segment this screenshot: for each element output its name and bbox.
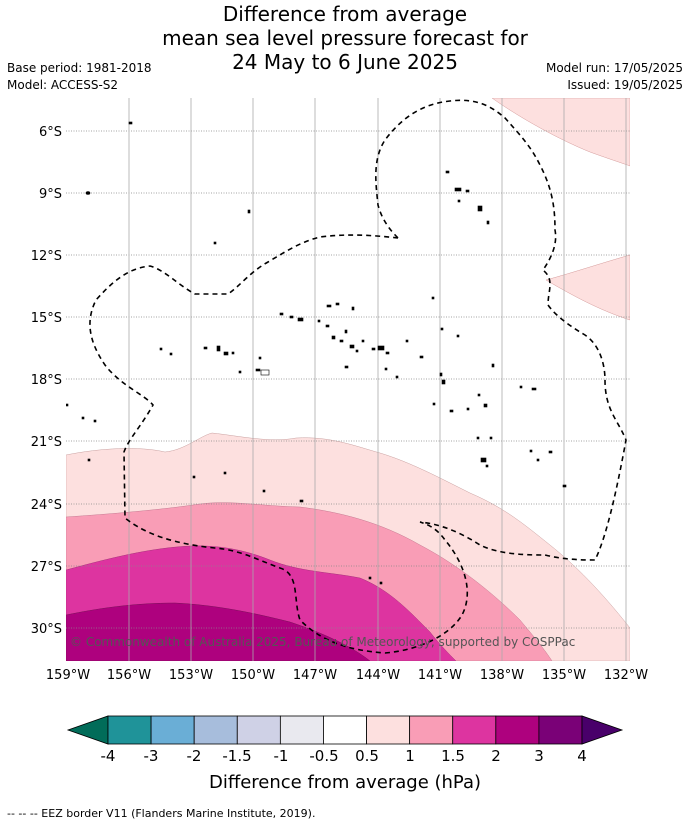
colorbar-bin (193, 715, 238, 745)
colorbar-tick: -1.5 (222, 747, 251, 765)
colorbar-tick: 1 (405, 747, 415, 765)
colorbar-bin (279, 715, 324, 745)
colorbar-bin (150, 715, 195, 745)
eez-border (89, 99, 627, 654)
lon-label: 135°W (542, 668, 586, 683)
anomaly-band-0.5-1-northeast (491, 98, 630, 167)
colorbar-bin (107, 715, 152, 745)
lat-label: 21°S (31, 435, 62, 450)
islands (66, 121, 567, 585)
model-run-date: Model run: 17/05/2025 (545, 61, 683, 75)
copyright-notice: © Commonwealth of Australia 2025, Bureau… (70, 635, 575, 649)
lon-label: 150°W (231, 668, 275, 683)
anomaly-band-0.5-1-east (545, 254, 630, 321)
lon-label: 144°W (356, 668, 400, 683)
colorbar-bin (495, 715, 540, 745)
lon-label: 147°W (293, 668, 337, 683)
model-info: Base period: 1981-2018 Model: ACCESS-S2 (7, 60, 152, 94)
lat-label: 18°S (31, 373, 62, 388)
colorbar-tick: -2 (187, 747, 202, 765)
eez-legend-note: -- -- -- EEZ border V11 (Flanders Marine… (7, 807, 316, 820)
lat-label: 6°S (39, 125, 62, 140)
colorbar-tick: -4 (101, 747, 116, 765)
lat-gridlines (66, 130, 630, 629)
lat-label: 30°S (31, 622, 62, 637)
title-line-1: Difference from average (222, 2, 468, 26)
lon-label: 132°W (604, 668, 648, 683)
colorbar-bin (366, 715, 411, 745)
title-line-2: mean sea level pressure forecast for (162, 26, 528, 50)
base-period: Base period: 1981-2018 (7, 61, 152, 75)
lon-label: 138°W (480, 668, 524, 683)
lat-label: 9°S (39, 187, 62, 202)
lat-labels: 6°S 9°S 12°S 15°S 18°S 21°S 24°S 27°S 30… (31, 125, 62, 637)
lat-label: 15°S (31, 311, 62, 326)
lon-label: 141°W (418, 668, 462, 683)
colorbar-bin (538, 715, 583, 745)
lat-label: 12°S (31, 249, 62, 264)
lat-label: 27°S (31, 560, 62, 575)
issued-date: Issued: 19/05/2025 (567, 78, 683, 92)
colorbar-bin (236, 715, 281, 745)
colorbar-tick: 1.5 (441, 747, 465, 765)
colorbar-bins (107, 715, 583, 745)
lon-label: 159°W (46, 668, 90, 683)
colorbar-bin (323, 715, 367, 745)
colorbar: -4 -3 -2 -1.5 -1 -0.5 0.5 1 1.5 2 3 4 Di… (66, 715, 624, 793)
anomaly-fill: © Commonwealth of Australia 2025, Bureau… (66, 98, 630, 661)
colorbar-tick: -3 (144, 747, 159, 765)
colorbar-tick: 4 (577, 747, 587, 765)
colorbar-tick: 2 (491, 747, 501, 765)
colorbar-bin (452, 715, 497, 745)
colorbar-label: Difference from average (hPa) (209, 772, 481, 793)
anomaly-band-2-3 (66, 602, 371, 661)
colorbar-tick: -1 (274, 747, 289, 765)
lon-labels: 159°W 156°W 153°W 150°W 147°W 144°W 141°… (46, 668, 648, 683)
lon-gridlines (128, 98, 627, 661)
lon-label: 153°W (169, 668, 213, 683)
lon-label: 156°W (107, 668, 151, 683)
colorbar-high-extend (581, 715, 624, 745)
map-title: Difference from average mean sea level p… (0, 2, 690, 74)
colorbar-tick-labels: -4 -3 -2 -1.5 -1 -0.5 0.5 1 1.5 2 3 4 (101, 747, 587, 765)
colorbar-tick: -0.5 (309, 747, 338, 765)
colorbar-low-extend (66, 715, 109, 745)
colorbar-tick: 3 (534, 747, 544, 765)
colorbar-bin (409, 715, 454, 745)
model-name: Model: ACCESS-S2 (7, 78, 119, 92)
title-line-3: 24 May to 6 June 2025 (232, 50, 458, 74)
lat-label: 24°S (31, 498, 62, 513)
colorbar-tick: 0.5 (355, 747, 379, 765)
run-info: Model run: 17/05/2025 Issued: 19/05/2025 (546, 60, 683, 94)
